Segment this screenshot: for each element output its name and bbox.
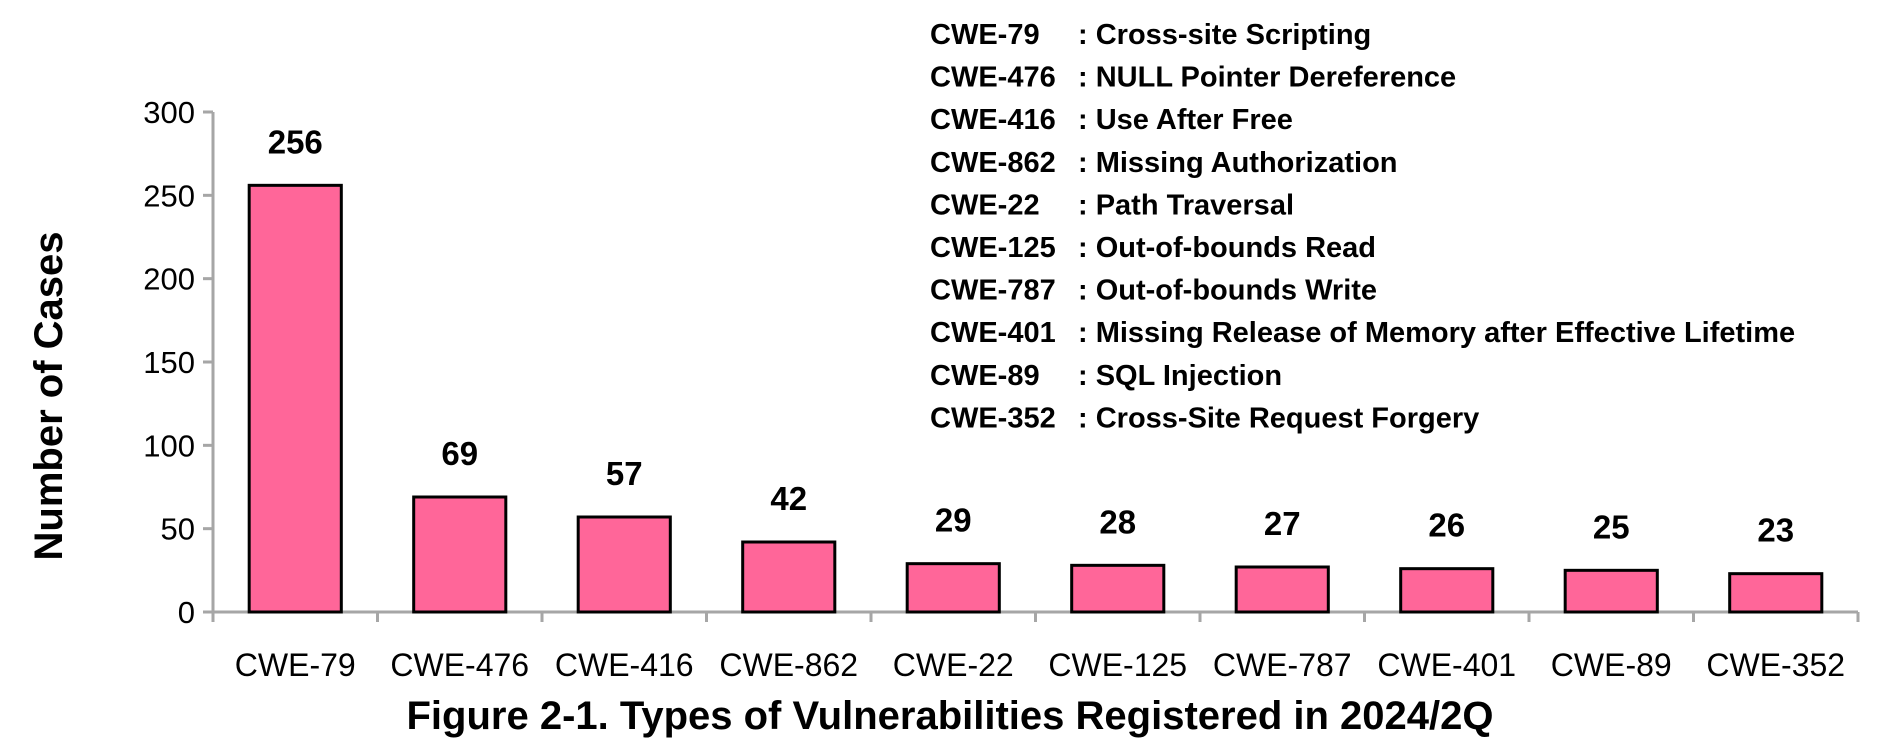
legend-code: CWE-401 [930,317,1056,349]
value-label: 26 [1428,507,1465,544]
legend-code: CWE-352 [930,402,1056,434]
value-label: 42 [770,480,807,517]
category-label: CWE-787 [1213,647,1352,683]
value-label: 69 [441,435,478,472]
bar [412,495,508,614]
legend-description: : Cross-Site Request Forgery [1078,402,1479,434]
legend-description: : Use After Free [1078,104,1293,136]
legend-description: : Out-of-bounds Write [1078,275,1377,307]
y-tick-label: 250 [143,178,195,213]
category-label: CWE-352 [1706,647,1845,683]
category-label: CWE-79 [235,647,356,683]
bar [1399,567,1495,614]
legend-code: CWE-476 [930,62,1056,94]
legend-code: CWE-89 [930,360,1040,392]
category-label: CWE-22 [893,647,1014,683]
bar [1234,565,1330,614]
bar [741,540,837,614]
legend-description: : Missing Release of Memory after Effect… [1078,317,1795,349]
value-label: 23 [1757,512,1794,549]
y-axis-title: Number of Cases [27,232,71,561]
bar [1728,572,1824,614]
y-tick-label: 100 [143,428,195,463]
legend-code: CWE-22 [930,189,1040,221]
bars [247,183,1824,614]
value-label: 27 [1264,505,1301,542]
y-tick-label: 0 [178,595,195,630]
legend-code: CWE-416 [930,104,1056,136]
value-label: 29 [935,502,972,539]
legend-code: CWE-79 [930,19,1040,51]
legend-description: : Missing Authorization [1078,147,1398,179]
legend-description: : NULL Pointer Dereference [1078,62,1456,94]
legend-description: : Cross-site Scripting [1078,19,1371,51]
y-tick-label: 50 [161,512,195,547]
category-label: CWE-476 [390,647,529,683]
category-labels: CWE-79 CWE-476 CWE-416 CWE-862 CWE-22 CWE-125… [235,647,1845,683]
category-label: CWE-416 [555,647,694,683]
category-label: CWE-401 [1377,647,1516,683]
chart-title: Figure 2-1. Types of Vulnerabilities Reg… [406,694,1493,738]
legend-code: CWE-125 [930,232,1056,264]
legend-description: : Path Traversal [1078,189,1294,221]
legend: CWE-79 : Cross-site Scripting CWE-476 : NUL… [930,19,1795,434]
bar [247,183,343,614]
bar [576,515,672,614]
y-tick-label: 300 [143,95,195,130]
legend-code: CWE-787 [930,275,1056,307]
y-tick-label: 200 [143,262,195,297]
value-label: 25 [1593,508,1630,545]
category-label: CWE-89 [1551,647,1672,683]
value-label: 28 [1099,503,1136,540]
value-labels: 256 69 57 42 29 28 27 26 25 23 [268,123,1794,548]
legend-description: : SQL Injection [1078,360,1282,392]
bar [1563,568,1659,614]
y-axis: 0 50 100 150 200 250 300 [143,95,215,630]
bar [905,562,1001,614]
category-label: CWE-862 [719,647,858,683]
value-label: 256 [268,123,323,160]
y-tick-label: 150 [143,345,195,380]
legend-description: : Out-of-bounds Read [1078,232,1376,264]
category-label: CWE-125 [1048,647,1187,683]
value-label: 57 [606,455,643,492]
bar [1070,563,1166,614]
legend-code: CWE-862 [930,147,1056,179]
